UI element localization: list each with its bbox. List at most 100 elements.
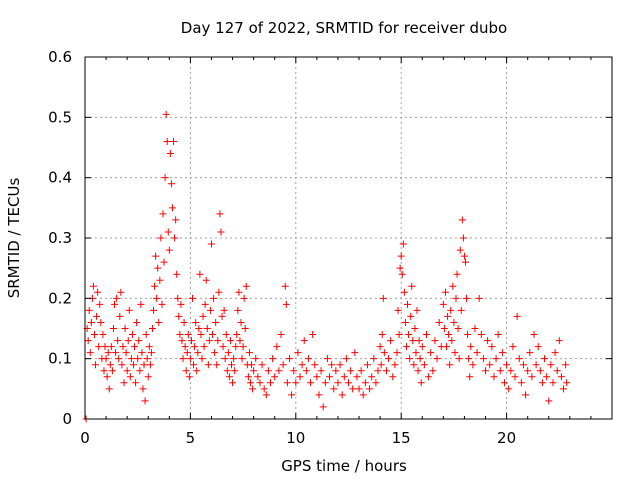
data-point: [120, 379, 128, 387]
data-point: [394, 306, 402, 314]
data-point: [106, 361, 114, 369]
data-point: [279, 361, 287, 369]
data-point: [473, 349, 481, 357]
data-point: [349, 385, 357, 393]
data-point: [123, 367, 131, 375]
data-point: [441, 288, 449, 296]
data-point: [488, 343, 496, 351]
data-point: [439, 300, 447, 308]
data-point: [530, 331, 538, 339]
data-point: [249, 385, 257, 393]
data-point: [449, 282, 457, 290]
data-point: [405, 331, 413, 339]
data-point: [416, 355, 424, 363]
data-point: [285, 355, 293, 363]
data-point: [216, 210, 224, 218]
data-point: [304, 355, 312, 363]
data-point: [245, 349, 253, 357]
data-point: [241, 325, 249, 332]
data-point: [307, 379, 315, 387]
data-point: [461, 258, 469, 266]
data-point: [456, 246, 464, 254]
y-tick-label: 0.6: [48, 48, 72, 66]
data-point: [418, 343, 426, 351]
data-point: [382, 367, 390, 375]
data-point: [161, 174, 169, 182]
data-point: [503, 361, 511, 369]
data-point: [453, 270, 461, 278]
data-point: [372, 379, 380, 387]
data-point: [237, 318, 245, 326]
data-point: [190, 361, 198, 369]
data-point: [202, 276, 210, 284]
data-point: [433, 355, 441, 363]
data-point: [186, 355, 194, 363]
data-point: [336, 361, 344, 369]
data-point: [191, 343, 199, 351]
data-point: [404, 300, 412, 308]
data-point: [146, 361, 154, 369]
data-point: [422, 331, 430, 339]
data-point: [89, 282, 97, 290]
data-point: [547, 361, 555, 369]
data-point: [400, 288, 408, 296]
data-point: [103, 373, 111, 381]
data-point: [445, 331, 453, 339]
data-point: [173, 270, 181, 278]
data-point: [108, 367, 116, 375]
data-point: [226, 337, 234, 345]
data-point: [96, 300, 104, 308]
data-point: [469, 361, 477, 369]
y-axis-label: SRMTID / TECUs: [5, 178, 23, 299]
data-point: [471, 325, 479, 332]
data-point: [517, 379, 525, 387]
data-point: [332, 367, 340, 375]
data-point: [524, 367, 532, 375]
data-point: [454, 325, 462, 332]
data-point: [233, 331, 241, 339]
data-point: [234, 306, 242, 314]
data-point: [117, 288, 125, 296]
data-point: [90, 331, 98, 339]
data-point: [179, 355, 187, 363]
data-point: [228, 361, 236, 369]
data-point: [193, 367, 201, 375]
data-point: [407, 312, 415, 320]
data-point: [150, 306, 158, 314]
data-point: [444, 312, 452, 320]
data-point: [119, 343, 127, 351]
data-point: [211, 349, 219, 357]
data-point: [86, 349, 94, 357]
data-point: [302, 367, 310, 375]
data-point: [183, 349, 191, 357]
data-point: [443, 343, 451, 351]
data-point: [215, 288, 223, 296]
data-point: [162, 110, 170, 118]
data-point: [560, 385, 568, 393]
data-point: [192, 318, 200, 326]
data-point: [282, 300, 290, 308]
data-point: [172, 216, 180, 224]
data-point: [156, 276, 164, 284]
data-point: [218, 312, 226, 320]
y-tick-label: 0: [62, 410, 72, 428]
data-point: [174, 294, 182, 302]
data-point: [500, 379, 508, 387]
data-point: [221, 355, 229, 363]
data-point: [391, 361, 399, 369]
data-point: [240, 294, 248, 302]
data-point: [246, 379, 254, 387]
data-point: [100, 367, 108, 375]
data-point: [538, 379, 546, 387]
data-point: [254, 373, 262, 381]
data-point: [170, 137, 178, 145]
data-point: [176, 331, 184, 339]
data-point: [448, 337, 456, 345]
data-point: [447, 306, 455, 314]
data-point: [288, 391, 296, 399]
data-point: [411, 325, 419, 332]
data-point: [260, 385, 268, 393]
data-point: [244, 373, 252, 381]
data-point: [450, 318, 458, 326]
